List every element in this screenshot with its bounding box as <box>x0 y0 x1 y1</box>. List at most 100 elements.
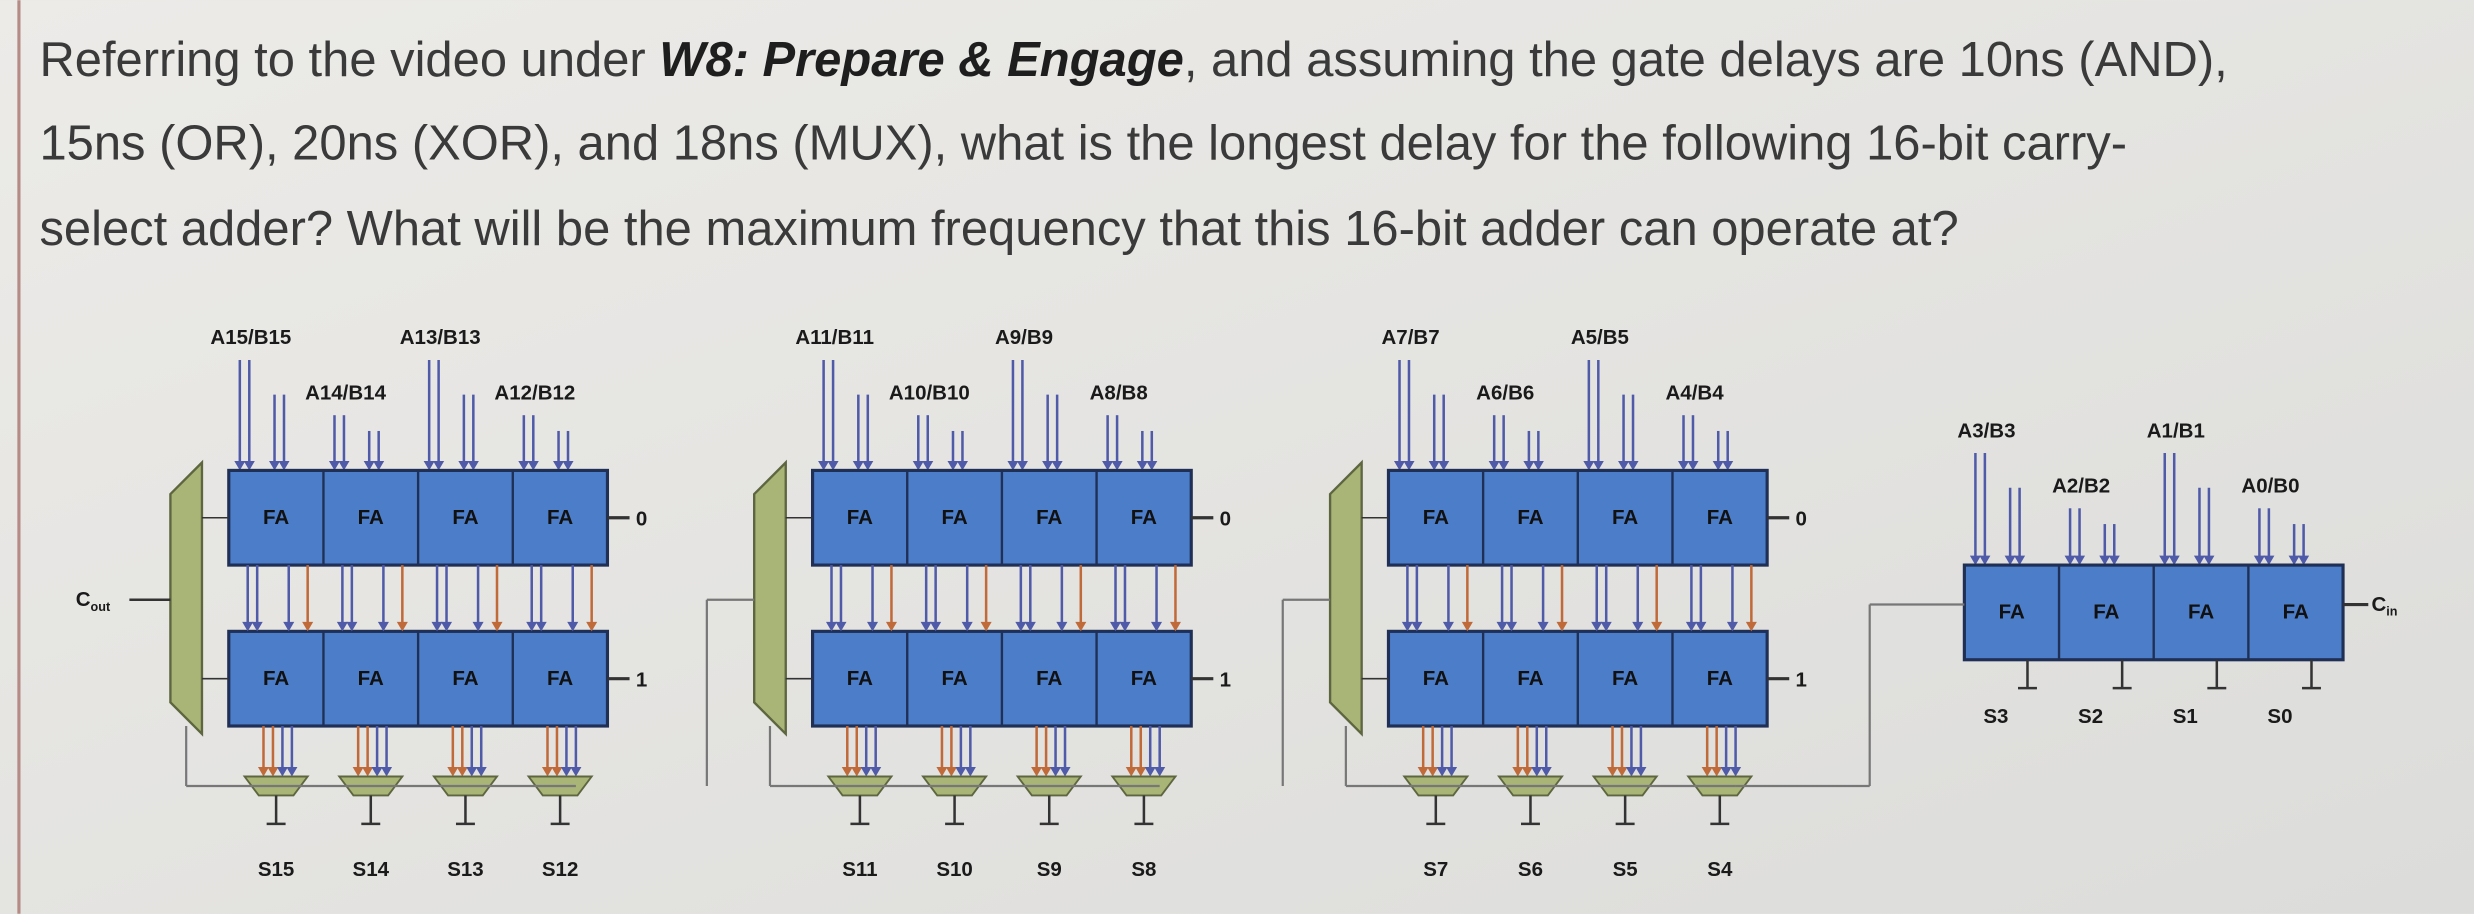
carry-label: Cout <box>76 588 111 614</box>
sum-label: S13 <box>447 858 483 881</box>
arrowhead <box>2298 555 2310 566</box>
arrowhead <box>945 767 957 777</box>
carry-base: C <box>2371 593 2386 616</box>
arrowhead <box>862 460 874 471</box>
fa-label: FA <box>1131 506 1157 529</box>
arrowhead <box>1417 767 1429 777</box>
fa-label: FA <box>358 506 384 529</box>
arrowhead <box>2159 555 2171 566</box>
carry-mux <box>169 459 204 737</box>
arrowhead <box>362 767 374 777</box>
arrowhead <box>1556 621 1568 632</box>
arrowhead <box>867 621 879 632</box>
fa-label: FA <box>1612 506 1638 529</box>
arrowhead <box>1627 460 1639 471</box>
input-label: A11/B11 <box>795 326 874 349</box>
arrowhead <box>336 621 348 632</box>
arrowhead <box>567 621 579 632</box>
arrowhead <box>267 767 279 777</box>
constant: 0 <box>1796 508 1807 531</box>
question-line: Referring to the video under W8: Prepare… <box>39 33 2227 87</box>
arrowhead <box>827 460 839 471</box>
arrowhead <box>920 621 932 632</box>
arrowhead <box>956 460 968 471</box>
arrowhead <box>2253 555 2265 566</box>
arrowhead <box>466 767 478 777</box>
arrowhead <box>1428 460 1440 471</box>
arrowhead <box>1146 460 1158 471</box>
arrowhead <box>2168 555 2180 566</box>
fa-label: FA <box>1517 667 1543 690</box>
input-label: A15/B15 <box>210 326 291 349</box>
arrowhead <box>1616 767 1628 777</box>
arrowhead <box>980 621 992 632</box>
sum-label: S1 <box>2173 705 2198 728</box>
arrowhead <box>1635 767 1647 777</box>
arrowhead <box>1436 767 1448 777</box>
arrowhead <box>964 767 976 777</box>
arrowhead <box>1111 460 1123 471</box>
arrowhead <box>535 621 547 632</box>
arrowhead <box>328 460 341 471</box>
arrowhead <box>1154 767 1166 777</box>
input-label: A8/B8 <box>1090 381 1148 404</box>
arrowhead <box>912 460 924 471</box>
fa-label: FA <box>847 506 873 529</box>
arrowhead <box>1745 621 1757 632</box>
arrowhead <box>423 460 435 471</box>
arrowhead <box>2064 555 2076 566</box>
input-label: A9/B9 <box>995 326 1053 349</box>
arrowhead <box>1677 460 1690 471</box>
input-label: A3/B3 <box>1957 419 2015 442</box>
fa-label: FA <box>2283 601 2309 624</box>
sum-label: S2 <box>2078 705 2103 728</box>
fa-label: FA <box>1999 601 2025 624</box>
arrowhead <box>541 767 554 777</box>
arrowhead <box>1600 621 1612 632</box>
arrowhead <box>1712 460 1724 471</box>
arrowhead <box>1537 621 1549 632</box>
arrowhead <box>2108 555 2120 566</box>
arrowhead <box>1969 555 1981 566</box>
arrowhead <box>352 767 364 777</box>
arrowhead <box>818 460 830 471</box>
arrowhead <box>1040 767 1052 777</box>
question-line: 15ns (OR), 20ns (XOR), and 18ns (MUX), w… <box>39 117 2127 171</box>
input-label: A13/B13 <box>400 326 481 349</box>
arrowhead <box>1169 621 1181 632</box>
input-label: A0/B0 <box>2241 475 2299 498</box>
arrowhead <box>1722 460 1734 471</box>
arrowhead <box>346 621 358 632</box>
arrowhead <box>396 621 408 632</box>
fa-label: FA <box>1131 667 1157 690</box>
arrowhead <box>1711 767 1723 777</box>
arrowhead <box>472 621 484 632</box>
arrowhead <box>456 767 468 777</box>
arrowhead <box>1016 460 1028 471</box>
carry-mux <box>1328 459 1363 737</box>
arrowhead <box>2193 555 2205 566</box>
sum-label: S4 <box>1707 858 1733 881</box>
arrowhead <box>458 460 470 471</box>
arrowhead <box>586 621 598 632</box>
arrowhead <box>1042 460 1054 471</box>
arrowhead <box>930 621 942 632</box>
arrowhead <box>431 621 443 632</box>
arrowhead <box>1685 621 1697 632</box>
carry-label: Cin <box>2371 593 2397 619</box>
constant: 0 <box>1220 508 1231 531</box>
arrowhead <box>1618 460 1630 471</box>
arrowhead <box>251 621 263 632</box>
arrowhead <box>1109 621 1122 632</box>
arrowhead <box>269 460 281 471</box>
arrowhead <box>1591 621 1603 632</box>
arrowhead <box>851 767 863 777</box>
fa-label: FA <box>1036 667 1062 690</box>
constant: 0 <box>636 508 647 531</box>
arrowhead <box>243 460 255 471</box>
arrowhead <box>1442 621 1454 632</box>
fa-label: FA <box>358 667 384 690</box>
arrowhead <box>551 767 563 777</box>
arrowhead <box>553 460 565 471</box>
